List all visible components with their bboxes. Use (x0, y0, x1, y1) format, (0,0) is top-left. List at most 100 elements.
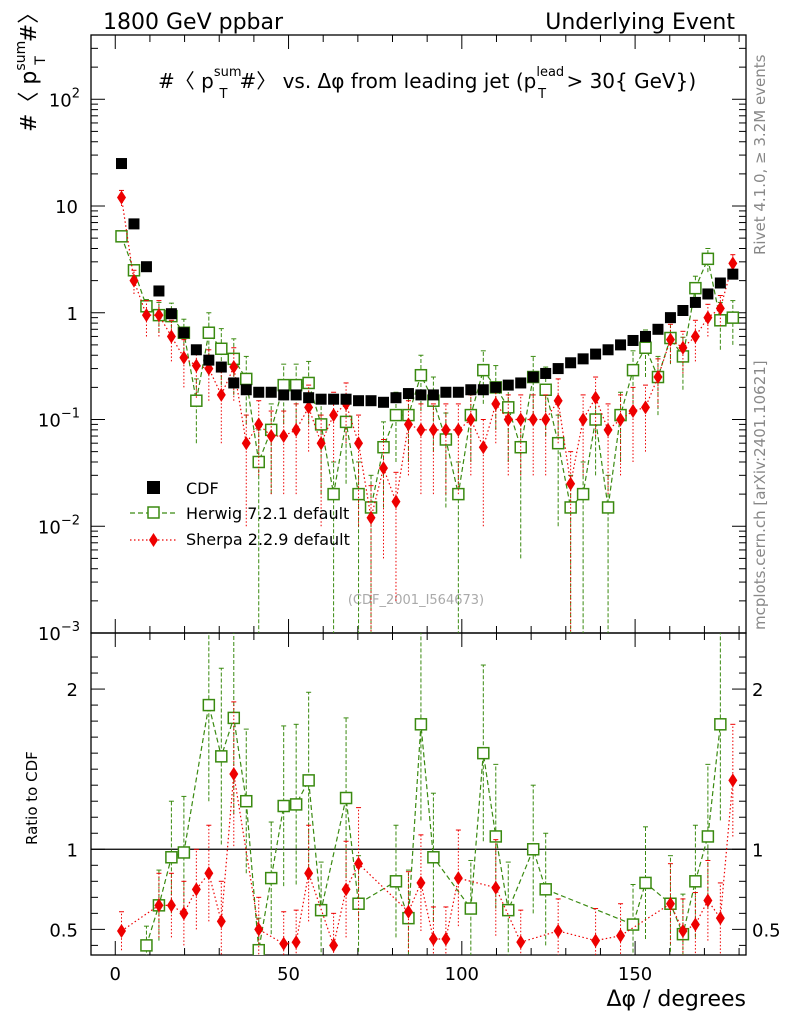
cdf-point (240, 384, 252, 396)
herwig-point (327, 487, 340, 501)
sherpa-ratio-point (403, 904, 413, 919)
herwig-point (240, 372, 253, 386)
cdf-point (140, 261, 152, 273)
sherpa-point (628, 404, 638, 419)
title-lhs-sup: sum (214, 65, 242, 80)
sherpa-point (616, 412, 626, 427)
sherpa-ratio-point (441, 931, 451, 946)
cdf-point (203, 354, 215, 366)
y-tick-label-right: 2 (752, 680, 763, 701)
ratio-frame (90, 632, 747, 956)
herwig-ratio-point (352, 897, 365, 910)
legend-label-herwig: Herwig 7.2.1 default (186, 504, 349, 523)
cdf-point (402, 388, 414, 400)
ratio-axes: 0 50 100 150 0.5 0.5 1 1 2 2 (49, 633, 781, 985)
herwig-ratio-point (414, 718, 428, 731)
x-tick-label: 50 (277, 964, 300, 985)
cdf-point (153, 285, 165, 297)
cdf-point (452, 386, 464, 398)
x-tick-label: 0 (110, 964, 121, 985)
ylabel-main-sup: sum (13, 41, 29, 71)
cdf-point (165, 308, 177, 320)
herwig-ratio-point (227, 711, 241, 725)
herwig-point (589, 413, 602, 426)
sherpa-point (329, 408, 339, 423)
cdf-point (652, 323, 664, 335)
sherpa-ratio-point (616, 928, 626, 943)
main-axes: 10−3 10−2 10−1 1 10 102 (38, 34, 746, 645)
y-tick-label: 10−3 (38, 620, 80, 645)
herwig-ratio-point (427, 851, 440, 864)
sherpa-point (516, 412, 526, 427)
sherpa-point (166, 329, 176, 344)
sherpa-ratio-point (354, 856, 364, 871)
herwig-ratio-point (165, 851, 178, 864)
sherpa-point (678, 340, 688, 355)
sherpa-point (229, 360, 239, 375)
title-rhs-sup: lead (536, 65, 564, 80)
sherpa-point (591, 390, 601, 405)
legend-label-cdf: CDF (186, 479, 219, 498)
cdf-point (353, 395, 365, 407)
herwig-point (115, 230, 128, 243)
cdf-point (527, 371, 539, 383)
herwig-ratio-point (701, 830, 715, 843)
sherpa-point (466, 412, 476, 427)
title-lhs-sub: T (219, 87, 228, 102)
herwig-point (202, 326, 216, 339)
cdf-point (602, 344, 614, 356)
cdf-point (190, 344, 202, 356)
sherpa-point (279, 429, 289, 444)
ylabel-ratio: Ratio to CDF (23, 751, 41, 845)
sherpa-point (640, 400, 650, 415)
chart-title: #〈 psum T#〉 vs. Δφ from leading jet (plea… (158, 65, 696, 102)
sherpa-point (366, 510, 376, 525)
herwig-point (726, 311, 740, 324)
cdf-point (128, 218, 140, 230)
cdf-point (315, 393, 327, 405)
sherpa-ratio-point (279, 936, 289, 951)
y-tick-label: 10 (55, 197, 78, 218)
herwig-ratio-point (539, 883, 552, 896)
sherpa-ratio-point (191, 882, 201, 897)
sherpa-ratio-point (254, 922, 264, 937)
sherpa-point (715, 301, 725, 316)
herwig-point (389, 408, 403, 422)
sherpa-ratio-point (116, 923, 126, 938)
sherpa-point (304, 400, 314, 415)
sherpa-ratio-point (553, 923, 563, 938)
cdf-point (702, 288, 714, 300)
cdf-point (278, 389, 290, 401)
sherpa-point (179, 350, 189, 365)
watermark: (CDF_2001_I564673) (348, 593, 484, 608)
y-tick-label: 0.5 (49, 920, 78, 941)
cdf-point (689, 296, 701, 308)
sherpa-point (378, 461, 388, 476)
sherpa-point (541, 412, 551, 427)
sherpa-ratio-point (516, 935, 526, 950)
cdf-point (228, 377, 240, 389)
cdf-point (465, 384, 477, 396)
cdf-point (390, 392, 402, 404)
cdf-point (727, 268, 739, 280)
cdf-point (590, 348, 602, 360)
sherpa-point (528, 412, 538, 427)
cdf-point (627, 334, 639, 346)
herwig-ratio-point (477, 746, 490, 760)
cdf-point (253, 386, 265, 398)
herwig-ratio-point (264, 871, 278, 885)
x-tick-label: 100 (445, 964, 479, 985)
sherpa-ratio-point (591, 933, 601, 948)
sherpa-ratio-point (453, 871, 463, 886)
sherpa-point (129, 273, 139, 288)
herwig-ratio-point (215, 750, 228, 763)
cdf-point (415, 389, 427, 401)
cdf-point (639, 330, 651, 342)
sherpa-ratio-point (329, 938, 339, 953)
cdf-point (565, 357, 577, 369)
header-right: Underlying Event (545, 10, 735, 35)
cdf-point (664, 312, 676, 324)
sherpa-point (491, 396, 501, 411)
